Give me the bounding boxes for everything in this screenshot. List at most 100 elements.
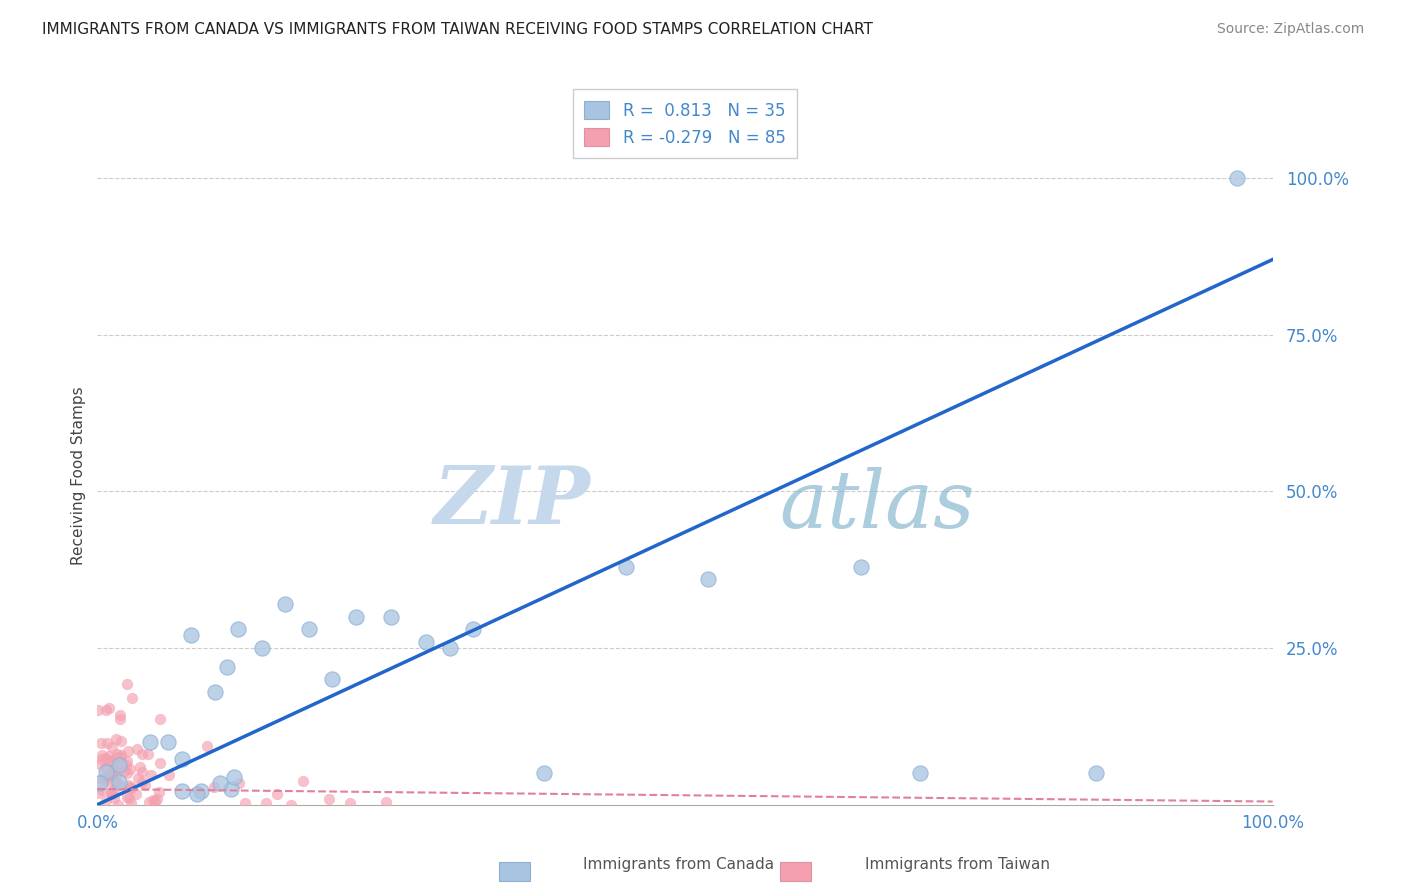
Point <box>697 572 720 586</box>
Point <box>291 774 314 789</box>
Point <box>96 736 118 750</box>
Point <box>105 747 128 761</box>
Point <box>120 781 142 796</box>
Point <box>94 761 117 775</box>
Point <box>254 796 277 810</box>
Point <box>380 609 402 624</box>
Point <box>110 733 132 747</box>
Point <box>103 782 125 797</box>
Point <box>89 775 111 789</box>
Point <box>186 787 208 801</box>
Text: Immigrants from Taiwan: Immigrants from Taiwan <box>865 857 1050 872</box>
Point <box>94 793 117 807</box>
Text: Immigrants from Canada: Immigrants from Canada <box>583 857 775 872</box>
Point <box>98 754 121 768</box>
Legend: R =  0.813   N = 35, R = -0.279   N = 85: R = 0.813 N = 35, R = -0.279 N = 85 <box>572 89 797 158</box>
Point <box>110 747 132 762</box>
Point <box>228 622 250 636</box>
Point <box>274 597 297 611</box>
Point <box>104 764 127 778</box>
Point <box>224 770 246 784</box>
Point <box>374 795 396 809</box>
Point <box>120 763 142 777</box>
Point <box>101 769 124 783</box>
Point <box>1085 766 1108 780</box>
Point <box>94 703 117 717</box>
Point <box>266 787 288 801</box>
Point <box>90 772 112 787</box>
Point <box>157 768 180 782</box>
Point <box>1226 171 1249 186</box>
Point <box>195 739 218 754</box>
Point <box>208 776 231 790</box>
Point <box>321 673 343 687</box>
Point <box>108 774 131 789</box>
Point <box>90 736 112 750</box>
Point <box>138 796 160 810</box>
Point <box>107 797 129 812</box>
Point <box>93 772 115 787</box>
Point <box>156 735 179 749</box>
Point <box>115 789 138 804</box>
Point <box>190 784 212 798</box>
Point <box>131 747 153 761</box>
Text: atlas: atlas <box>779 467 974 544</box>
Point <box>105 759 128 773</box>
Point <box>204 780 226 795</box>
Point <box>118 790 141 805</box>
Point <box>204 685 226 699</box>
Point <box>439 640 461 655</box>
Point <box>131 765 153 780</box>
Text: ZIP: ZIP <box>434 463 591 541</box>
Point <box>318 792 340 806</box>
Point <box>127 771 149 785</box>
Point <box>139 768 162 782</box>
Point <box>117 744 139 758</box>
Point <box>104 731 127 746</box>
Point <box>101 764 124 778</box>
Point <box>149 712 172 726</box>
Point <box>172 752 194 766</box>
Point <box>134 778 156 792</box>
Point <box>146 792 169 806</box>
Point <box>94 765 117 780</box>
Point <box>280 797 302 812</box>
Point <box>101 787 124 801</box>
Text: IMMIGRANTS FROM CANADA VS IMMIGRANTS FROM TAIWAN RECEIVING FOOD STAMPS CORRELATI: IMMIGRANTS FROM CANADA VS IMMIGRANTS FRO… <box>42 22 873 37</box>
Point <box>344 609 367 624</box>
Point <box>108 758 131 772</box>
Point <box>180 628 202 642</box>
Point <box>96 751 118 765</box>
Point <box>115 755 138 769</box>
Point <box>115 758 138 772</box>
Point <box>94 769 117 783</box>
Point <box>101 787 124 801</box>
Point <box>170 784 193 798</box>
Point <box>108 778 131 792</box>
Point <box>221 781 243 796</box>
Point <box>105 767 128 781</box>
Point <box>120 780 142 795</box>
Point <box>108 707 131 722</box>
Point <box>112 764 135 778</box>
Point <box>908 766 931 780</box>
Point <box>101 740 124 755</box>
Point <box>86 786 108 800</box>
Point <box>143 794 166 808</box>
Point <box>463 622 485 636</box>
Point <box>228 776 250 790</box>
Point <box>97 748 120 763</box>
Point <box>105 750 128 764</box>
Point <box>614 559 637 574</box>
Point <box>533 766 555 780</box>
Point <box>115 677 138 691</box>
Point <box>128 759 150 773</box>
Point <box>105 775 128 789</box>
Point <box>298 622 321 636</box>
Point <box>851 559 873 574</box>
Point <box>131 774 153 789</box>
Point <box>110 749 132 764</box>
Point <box>148 785 170 799</box>
Text: Source: ZipAtlas.com: Source: ZipAtlas.com <box>1216 22 1364 37</box>
Point <box>139 735 162 749</box>
